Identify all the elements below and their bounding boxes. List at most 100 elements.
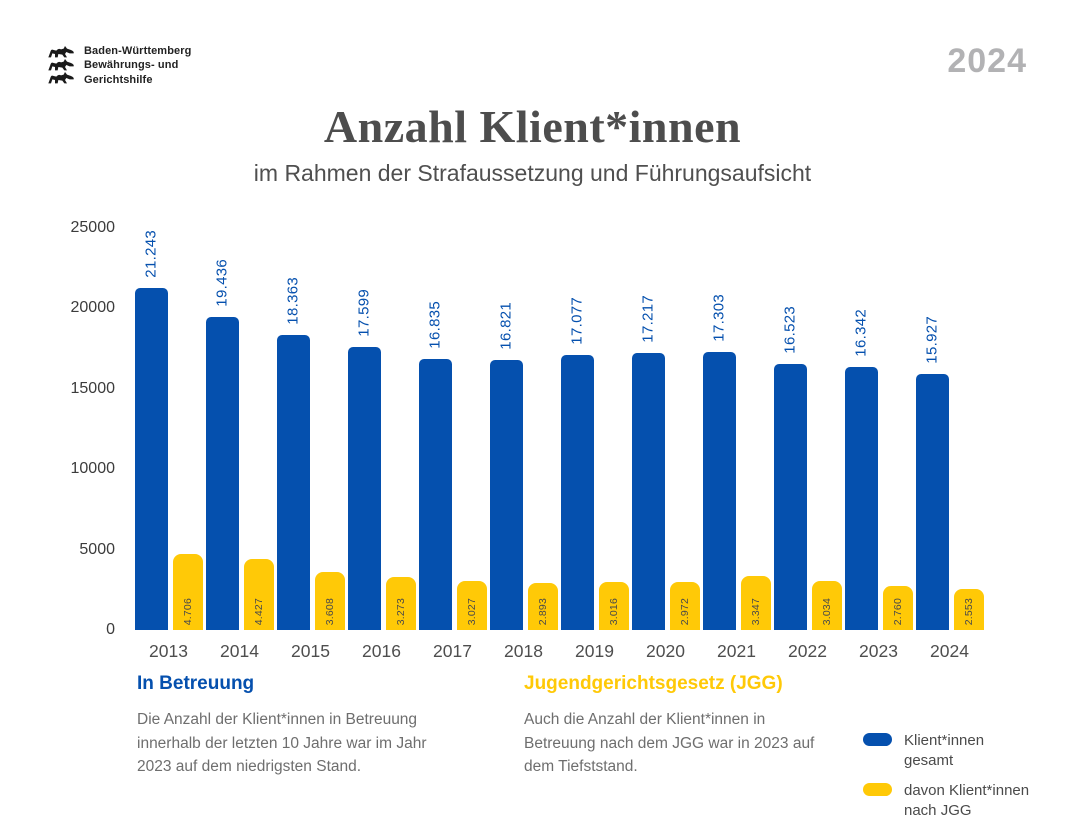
legend-label-total: Klient*innen gesamt — [904, 732, 985, 770]
x-axis-label: 2024 — [930, 641, 969, 661]
bar-value-label-jgg: 3.027 — [465, 597, 478, 625]
bar-value-label-total: 16.835 — [426, 301, 444, 349]
bar-total — [773, 364, 807, 630]
bar-wrap: 3.034 — [811, 581, 842, 630]
legend-item-jgg: davon Klient*innen nach JGG — [863, 781, 1034, 822]
bar-wrap: 21.243 — [134, 230, 168, 630]
bar-value-label-total: 19.436 — [213, 259, 231, 307]
bar-wrap: 4.706 — [172, 554, 203, 630]
legend-item-total: Klient*innen gesamt — [863, 731, 1034, 772]
bar-total — [205, 317, 239, 630]
y-axis-tick: 25000 — [70, 219, 116, 236]
y-axis: 0 5000 10000 15000 20000 25000 — [65, 220, 116, 638]
y-axis-tick: 10000 — [70, 460, 116, 477]
bar-group-2019: 17.077 3.016 2019 — [559, 228, 630, 661]
x-axis-label: 2014 — [220, 641, 259, 661]
bar-jgg — [243, 559, 274, 630]
chart-legend: Klient*innen gesamt davon Klient*innen n… — [863, 731, 1034, 821]
bar-group-2024: 15.927 2.553 2024 — [914, 228, 985, 661]
bar-group-2022: 16.523 3.034 2022 — [772, 228, 843, 661]
bar-group-2018: 16.821 2.893 2018 — [488, 228, 559, 661]
note-text-jgg: Auch die Anzahl der Klient*innen in Betr… — [524, 711, 815, 776]
bar-value-label-jgg: 2.553 — [962, 597, 975, 625]
bar-value-label-jgg: 4.427 — [252, 597, 265, 625]
bar-wrap: 3.016 — [598, 582, 629, 630]
y-axis-tick: 5000 — [79, 541, 115, 558]
bar-wrap: 3.027 — [456, 581, 487, 630]
bar-jgg — [172, 554, 203, 630]
legend-swatch-jgg — [863, 782, 892, 796]
bar-wrap: 16.342 — [844, 309, 878, 630]
bw-logo: Baden-Württemberg Bewährungs- und Gerich… — [47, 44, 191, 87]
bar-value-label-jgg: 2.760 — [891, 597, 904, 625]
note-heading-jgg: Jugendgerichtsgesetz (JGG) — [524, 673, 783, 694]
bar-wrap: 15.927 — [915, 316, 949, 630]
lion-icon — [48, 59, 74, 71]
bar-total — [915, 374, 949, 630]
bar-total — [418, 359, 452, 630]
bar-value-label-total: 21.243 — [142, 230, 160, 278]
bar-value-label-jgg: 4.706 — [181, 597, 194, 625]
lion-icon — [48, 46, 74, 58]
x-axis-label: 2017 — [433, 641, 472, 661]
bar-wrap: 4.427 — [243, 559, 274, 630]
bar-wrap: 2.760 — [882, 586, 913, 630]
year-badge: 2024 — [947, 42, 1027, 80]
logo-text: Baden-Württemberg Bewährungs- und Gerich… — [84, 44, 191, 87]
bar-wrap: 18.363 — [276, 277, 310, 630]
bar-group-2021: 17.303 3.347 2021 — [701, 228, 772, 661]
bar-jgg — [811, 581, 842, 630]
bar-value-label-jgg: 2.893 — [536, 597, 549, 625]
x-axis-label: 2016 — [362, 641, 401, 661]
bar-jgg — [953, 589, 984, 630]
bar-group-2017: 16.835 3.027 2017 — [417, 228, 488, 661]
bar-chart: 0 5000 10000 15000 20000 25000 21.243 4.706 201… — [65, 220, 1005, 661]
bw-coat-of-arms — [47, 44, 75, 84]
bar-total — [844, 367, 878, 630]
page-subtitle: im Rahmen der Strafaussetzung und Führun… — [253, 160, 812, 186]
logo-text-line: Gerichtshilfe — [84, 73, 153, 86]
bar-wrap: 3.347 — [740, 576, 771, 630]
bar-jgg — [527, 583, 558, 630]
bar-value-label-total: 15.927 — [923, 316, 941, 364]
note-heading-betreuung: In Betreuung — [137, 673, 255, 694]
bar-wrap: 2.553 — [953, 589, 984, 630]
page-title: Anzahl Klient*innen — [323, 101, 742, 152]
bar-total — [560, 355, 594, 630]
bar-wrap: 16.523 — [773, 306, 807, 630]
bar-total — [702, 352, 736, 630]
bar-value-label-jgg: 3.034 — [820, 597, 833, 625]
legend-label-jgg: davon Klient*innen nach JGG — [904, 781, 1030, 819]
bar-wrap: 17.077 — [560, 297, 594, 630]
x-axis-label: 2018 — [504, 641, 543, 661]
bar-jgg — [882, 586, 913, 630]
bar-value-label-total: 16.523 — [781, 306, 799, 354]
bar-total — [134, 288, 168, 630]
bar-group-2020: 17.217 2.972 2020 — [630, 228, 701, 661]
bar-group-2016: 17.599 3.273 2016 — [346, 228, 417, 661]
bar-value-label-total: 18.363 — [284, 277, 302, 325]
legend-swatch-total — [863, 733, 892, 746]
bar-jgg — [598, 582, 629, 630]
x-axis-label: 2021 — [717, 641, 756, 661]
y-axis-tick: 0 — [106, 621, 115, 638]
bar-value-label-jgg: 3.608 — [323, 597, 336, 625]
bar-value-label-jgg: 3.347 — [749, 597, 762, 625]
bar-value-label-jgg: 3.016 — [607, 597, 620, 625]
bar-wrap: 19.436 — [205, 259, 239, 630]
bar-jgg — [669, 582, 700, 630]
bar-jgg — [314, 572, 345, 630]
bar-group-2013: 21.243 4.706 2013 — [133, 228, 204, 661]
bar-wrap: 17.217 — [631, 295, 665, 630]
bar-total — [347, 347, 381, 630]
bar-wrap: 16.835 — [418, 301, 452, 630]
bar-group-2014: 19.436 4.427 2014 — [204, 228, 275, 661]
x-axis-label: 2015 — [291, 641, 330, 661]
note-jgg: Jugendgerichtsgesetz (JGG) Auch die Anza… — [524, 673, 836, 779]
bar-wrap: 2.893 — [527, 583, 558, 630]
y-axis-tick: 20000 — [70, 299, 116, 316]
bar-wrap: 2.972 — [669, 582, 700, 630]
x-axis-label: 2023 — [859, 641, 898, 661]
bar-jgg — [740, 576, 771, 630]
